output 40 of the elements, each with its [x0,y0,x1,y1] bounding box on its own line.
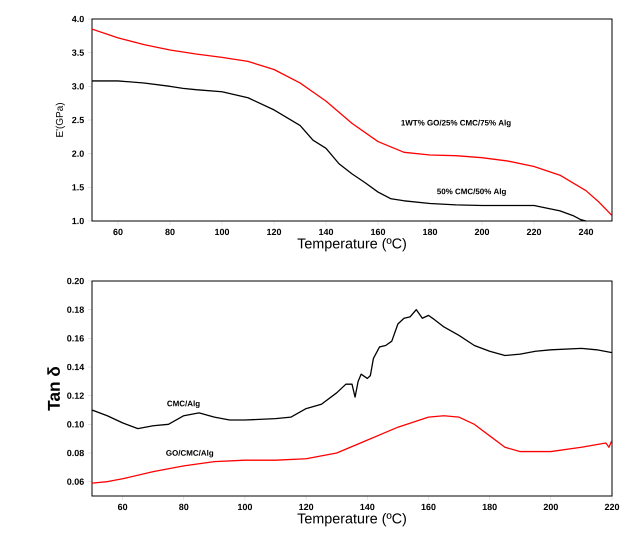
y-tick-label: 3.0 [72,83,84,90]
line-series [92,415,612,484]
x-tick-label: 220 [526,228,542,236]
y-tick-label: 0.18 [67,306,84,313]
y-tick-label: 1.5 [72,184,84,190]
y-axis-title: Tan δ [47,366,60,411]
x-tick-label: 200 [474,228,490,236]
y-tick-label: 0.10 [67,421,84,428]
y-tick-label: 3.5 [72,49,84,56]
y-axis-title: E'(GPa) [56,103,65,137]
x-tick-label: 160 [422,504,436,510]
x-tick-label: 140 [360,504,374,510]
y-tick-label: 0.16 [67,335,84,342]
x-tick-label: 60 [113,228,123,236]
y-tick-label: 0.14 [67,364,84,370]
x-tick-label: 60 [118,504,128,510]
y-tick-label: 0.12 [67,392,84,399]
x-axis-title: Temperature (ºC) [297,238,406,252]
y-tick-label: 0.08 [67,450,84,456]
x-tick-label: 240 [578,228,594,236]
x-tick-label: 100 [215,228,230,236]
y-tick-label: 2.0 [72,150,84,157]
x-tick-label: 180 [482,504,497,510]
x-tick-label: 140 [319,228,334,236]
x-tick-label: 220 [604,504,620,510]
x-tick-label: 80 [179,504,188,510]
x-axis-title: Temperature (ºC) [297,512,406,526]
x-tick-label: 120 [267,228,282,236]
x-tick-label: 200 [544,504,558,510]
x-tick-label: 180 [423,228,438,236]
x-tick-label: 120 [299,504,314,510]
line-series [92,28,612,216]
y-tick-label: 2.5 [72,116,84,124]
y-tick-label: 4.0 [72,16,84,22]
x-tick-label: 100 [238,504,252,510]
x-tick-label: 80 [165,228,175,236]
y-tick-label: 0.06 [67,478,84,485]
y-tick-label: 0.20 [67,278,84,284]
x-tick-label: 160 [371,228,386,236]
y-tick-label: 1.0 [72,218,84,224]
